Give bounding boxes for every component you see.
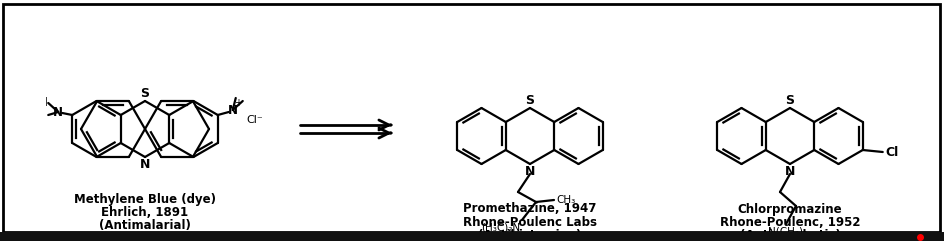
Text: S: S <box>785 94 795 107</box>
Text: S: S <box>141 87 149 100</box>
Text: N: N <box>140 158 150 171</box>
Text: Cl: Cl <box>885 146 899 159</box>
Text: (Antihistamine): (Antihistamine) <box>479 228 582 241</box>
Text: N(CH₃)₂: N(CH₃)₂ <box>768 227 807 237</box>
Text: Promethazine, 1947: Promethazine, 1947 <box>464 202 597 215</box>
Text: Rhone-Poulenc Labs: Rhone-Poulenc Labs <box>463 215 597 228</box>
Text: Chlorpromazine: Chlorpromazine <box>737 202 842 215</box>
Text: N: N <box>53 106 63 119</box>
Text: N: N <box>784 165 795 178</box>
Text: N: N <box>525 165 535 178</box>
Text: (H₃C)₂N: (H₃C)₂N <box>480 223 520 233</box>
Text: +: + <box>234 98 242 108</box>
Text: Cl⁻: Cl⁻ <box>246 115 263 125</box>
Text: N: N <box>228 103 238 116</box>
Text: S: S <box>526 94 534 107</box>
Text: Ehrlich, 1891: Ehrlich, 1891 <box>101 206 189 219</box>
Text: (Antimalarial): (Antimalarial) <box>99 219 191 232</box>
Text: Methylene Blue (dye): Methylene Blue (dye) <box>74 193 216 206</box>
Bar <box>0 232 944 241</box>
Text: (Antipsychotic): (Antipsychotic) <box>739 228 840 241</box>
Text: |: | <box>44 96 48 106</box>
Text: Rhone-Poulenc, 1952: Rhone-Poulenc, 1952 <box>719 215 860 228</box>
Text: CH₃: CH₃ <box>556 195 575 205</box>
